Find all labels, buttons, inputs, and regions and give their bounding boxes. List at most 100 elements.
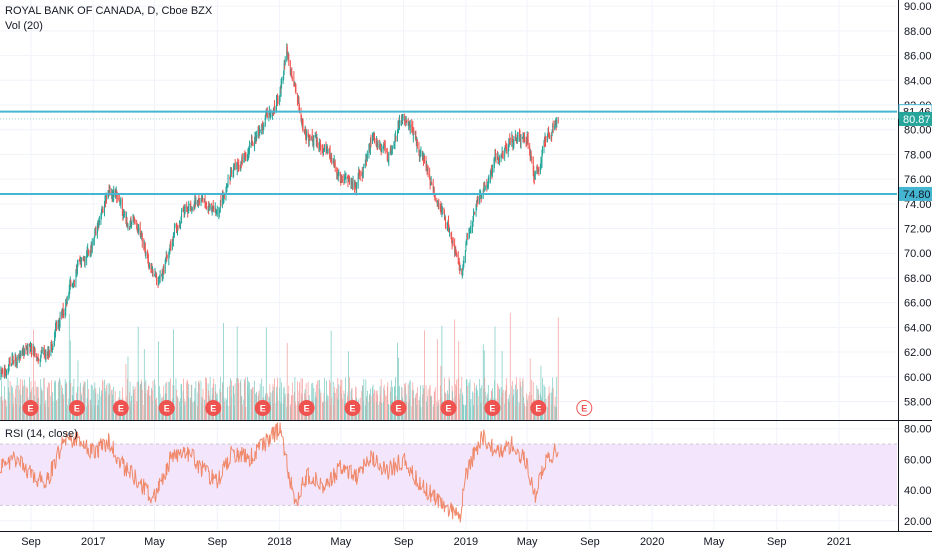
candle-body [45,355,47,361]
volume-bar [324,377,325,420]
candle-body [298,100,299,102]
candle-body [531,156,533,161]
volume-bar [437,406,439,420]
volume-bar [90,384,92,420]
candle-body [237,165,239,167]
candle-body [444,214,445,217]
volume-bar [231,380,232,420]
candle-body [194,198,196,204]
candle-body [105,202,106,204]
earnings-marker[interactable]: E [390,400,407,416]
earnings-marker[interactable]: E [344,400,361,416]
candle-body [43,349,45,351]
candle-body [437,202,439,204]
volume-bar [331,397,333,420]
candle-body [80,260,82,263]
volume-bar [183,398,185,420]
candle-body [206,203,207,209]
volume-bar [102,381,104,420]
earnings-marker[interactable]: E [254,400,271,416]
price-tick-label: 64.00 [904,322,932,334]
candle-body [469,232,471,234]
volume-bar [522,380,523,420]
candle-body [56,323,57,327]
candle-body [158,278,160,284]
volume-bar [98,399,100,420]
candle-body [541,161,542,163]
volume-bar [87,379,89,420]
candle-body [198,198,200,203]
volume-bar [430,395,432,420]
candle-body [176,226,177,230]
earnings-marker[interactable]: E [484,400,501,416]
x-tick-label: Sep [394,536,414,548]
earnings-marker[interactable]: E [112,400,129,416]
volume-bar [184,401,186,420]
volume-bar [89,400,91,420]
earnings-marker[interactable]: E [576,400,593,416]
earnings-marker-circle [158,400,175,416]
earnings-marker[interactable]: E [158,400,175,416]
earnings-marker[interactable]: E [440,400,457,416]
candle-body [230,172,231,181]
volume-bar [272,390,273,420]
volume-bar [34,380,36,420]
candle-body [146,252,148,256]
candle-body [289,62,291,73]
horizontal-lines[interactable] [0,110,897,195]
volume-bar [390,386,392,420]
candle-body [211,208,213,214]
candle-body [445,224,447,226]
candle-body [291,73,293,78]
candle-body [250,142,252,146]
volume-bar [336,397,338,420]
candle-body [291,76,293,78]
volume-bar [431,395,433,420]
candle-body [65,302,67,304]
earnings-marker[interactable]: E [22,400,39,416]
candle-body [295,87,297,93]
candle-body [438,204,440,206]
volume-bar [412,382,414,420]
candle-body [327,149,329,153]
volume-bar [127,356,129,420]
volume-bar [464,405,466,420]
candle-body [75,271,77,284]
candle-body [401,119,403,121]
price-tag-label: 80.87 [903,114,931,126]
candle-body [168,251,170,260]
earnings-marker[interactable]: E [68,400,85,416]
earnings-marker[interactable]: E [205,400,222,416]
volume-bar [524,403,525,420]
volume-bar [370,396,372,420]
volume-bar [297,381,298,420]
earnings-marker-circle [390,400,407,416]
candle-body [284,62,286,65]
earnings-marker-label: E [304,404,310,414]
volume-bar [529,391,531,420]
volume-bar [275,402,277,420]
volume-bar [280,404,281,420]
candle-body [233,165,235,167]
volume-bar [209,376,211,420]
candle-body [226,188,227,191]
volume-bar [241,404,243,420]
candle-body [352,181,354,186]
candle-body [483,183,485,187]
candle-body [23,348,25,354]
candle-body [148,263,150,269]
candle-body [497,157,499,160]
candle-body [173,234,174,241]
candle-body [488,178,490,184]
earnings-marker[interactable]: E [298,400,315,416]
volume-bar [302,378,303,420]
volume-bar [438,399,440,420]
earnings-marker[interactable]: E [530,400,547,416]
volume-bar [154,379,155,420]
candle-body [269,111,271,116]
volume-bar [286,406,288,420]
candle-body [54,337,55,346]
candle-body [383,143,385,145]
